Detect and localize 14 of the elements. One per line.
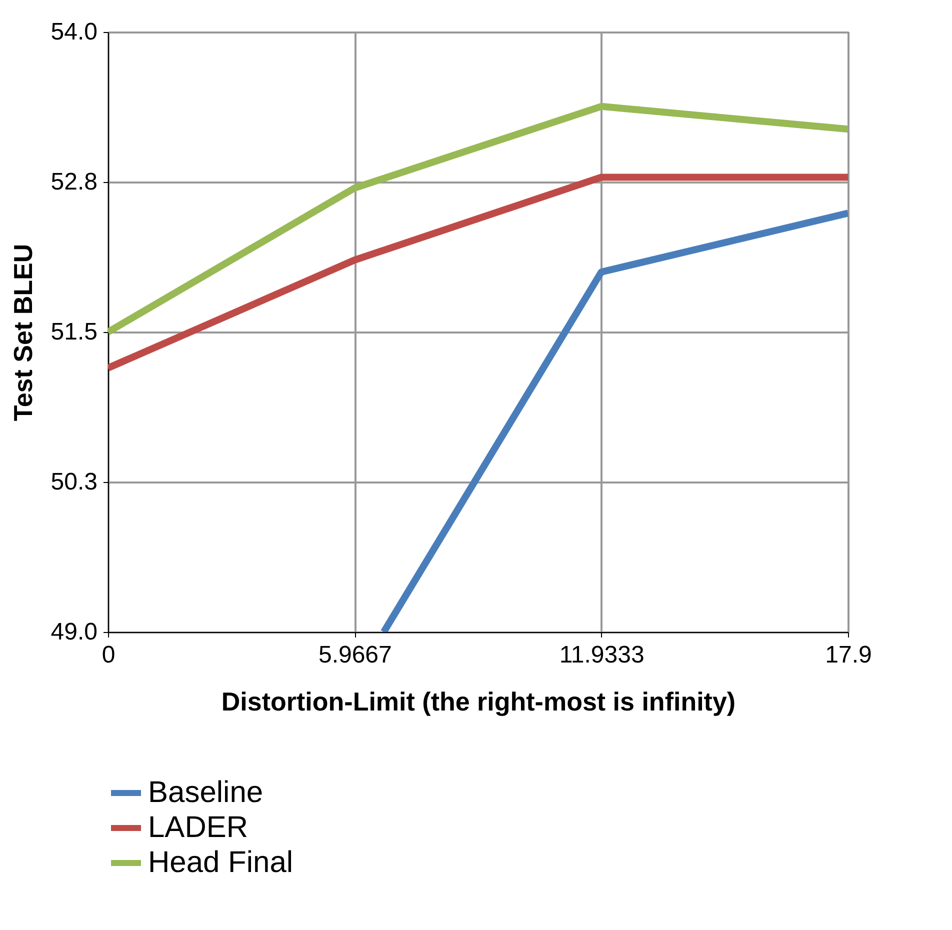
x-tick-label: 11.9333 [559, 642, 644, 668]
x-tick-label: 17.9 [825, 642, 872, 668]
y-tick-label: 51.5 [50, 318, 98, 346]
y-tick-label: 54.0 [50, 18, 98, 46]
legend-label: Head Final [148, 846, 294, 879]
x-tick-label: 5.9667 [318, 642, 392, 668]
x-axis-title: Distortion-Limit (the right-most is infinity) [221, 686, 736, 716]
y-tick-label: 50.3 [50, 468, 98, 496]
y-tick-label: 52.8 [50, 168, 98, 196]
legend-label: LADER [148, 811, 248, 844]
y-tick-label: 49.0 [50, 618, 98, 646]
x-tick-label: 0 [102, 642, 116, 668]
y-axis-title: Test Set BLEU [8, 244, 38, 422]
legend-label: Baseline [148, 776, 264, 809]
